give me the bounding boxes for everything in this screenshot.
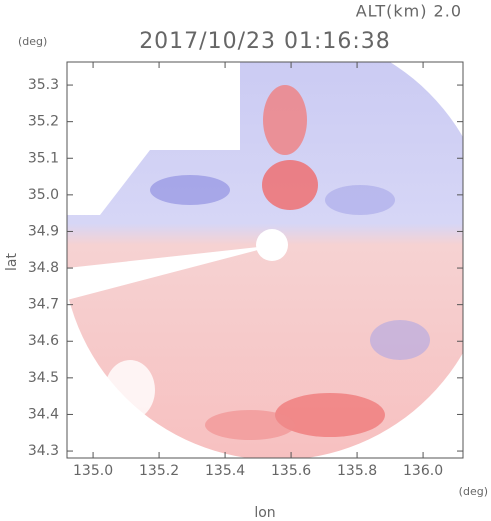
plot-frame xyxy=(66,61,464,459)
y-tick-label: 34.6 xyxy=(28,333,59,349)
y-tick-label: 34.3 xyxy=(28,443,59,459)
x-tick-label: 135.8 xyxy=(337,463,377,479)
x-unit: (deg) xyxy=(459,485,488,498)
y-tick-label: 35.3 xyxy=(28,77,59,93)
y-tick-label: 35.1 xyxy=(28,150,59,166)
y-tick-label: 34.8 xyxy=(28,260,59,276)
y-tick-label: 35.0 xyxy=(28,187,59,203)
y-axis-label: lat xyxy=(4,253,20,271)
y-unit: (deg) xyxy=(18,35,47,48)
y-tick-label: 34.9 xyxy=(28,223,59,239)
x-axis-label: lon xyxy=(254,505,275,521)
x-tick-label: 135.6 xyxy=(271,463,311,479)
y-tick-label: 34.5 xyxy=(28,370,59,386)
y-tick-label: 35.2 xyxy=(28,114,59,130)
radar-field xyxy=(67,62,463,458)
x-tick-label: 135.2 xyxy=(139,463,179,479)
y-tick-label: 34.7 xyxy=(28,297,59,313)
y-tick-label: 34.4 xyxy=(28,406,59,422)
x-tick-label: 135.4 xyxy=(205,463,245,479)
x-tick-label: 135.0 xyxy=(73,463,113,479)
x-tick-label: 136.0 xyxy=(403,463,443,479)
altitude-label: ALT(km) 2.0 xyxy=(356,2,462,21)
chart-title: 2017/10/23 01:16:38 xyxy=(139,29,391,54)
